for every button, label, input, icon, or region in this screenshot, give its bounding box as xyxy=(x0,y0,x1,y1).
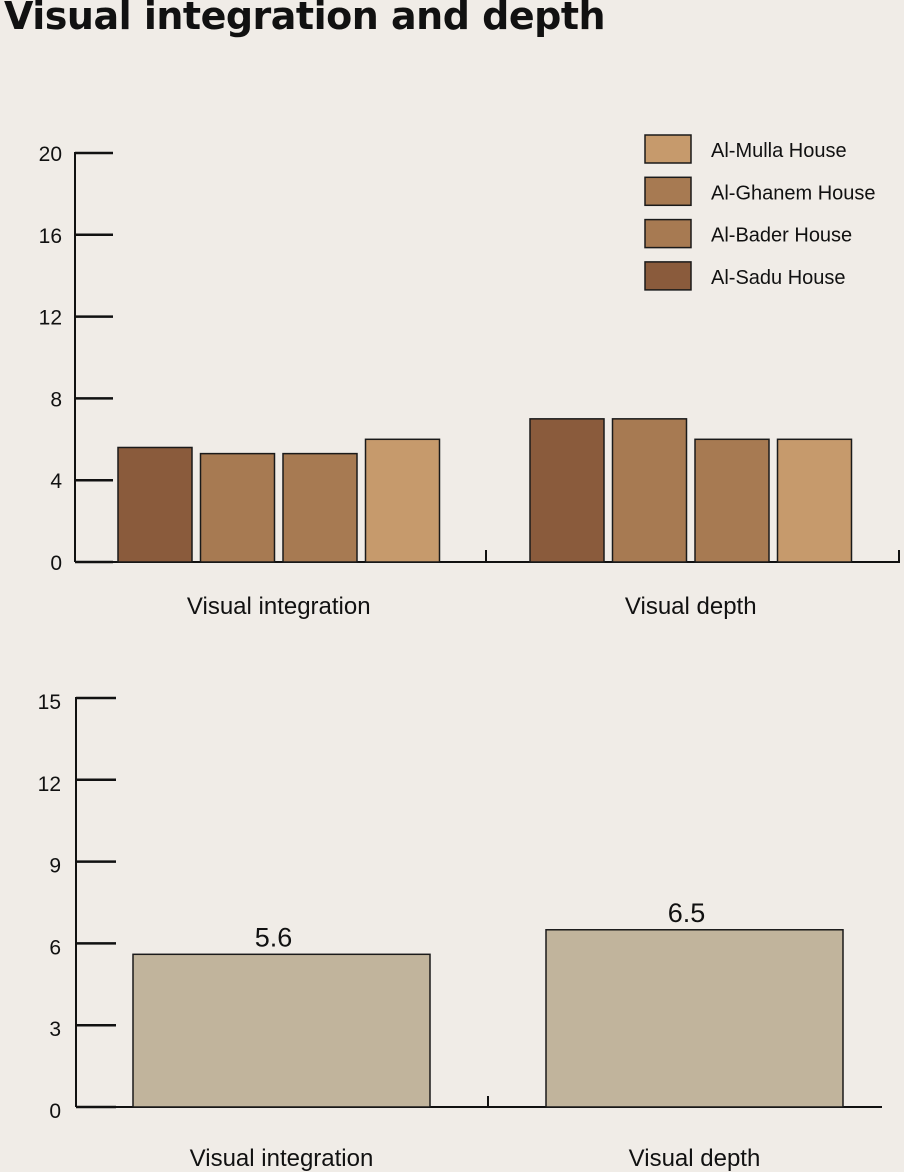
y-tick-label: 0 xyxy=(50,552,62,575)
legend-label: Al-Ghanem House xyxy=(711,182,876,204)
y-tick-label: 0 xyxy=(49,1100,61,1123)
bar xyxy=(545,929,844,1108)
legend-swatch xyxy=(644,261,692,291)
y-tick-label: 12 xyxy=(38,773,61,796)
data-label: 5.6 xyxy=(255,922,293,952)
y-tick-label: 8 xyxy=(50,388,62,411)
legend-swatch xyxy=(644,176,692,207)
legend-label: Al-Mulla House xyxy=(711,140,847,162)
page-title: Visual integration and depth xyxy=(4,0,606,38)
bar xyxy=(199,452,276,563)
legend-label: Al-Sadu House xyxy=(711,267,846,289)
data-label: 6.5 xyxy=(668,898,706,928)
bar xyxy=(776,438,853,563)
y-tick-label: 4 xyxy=(50,470,62,493)
y-tick-label: 20 xyxy=(39,143,62,166)
bar xyxy=(694,438,770,563)
x-category-label: Visual integration xyxy=(187,593,371,620)
bar xyxy=(529,418,605,563)
x-category-label: Visual integration xyxy=(190,1145,374,1172)
y-tick-label: 9 xyxy=(49,855,61,878)
y-tick-label: 3 xyxy=(49,1018,61,1041)
bar xyxy=(611,418,688,563)
bar xyxy=(364,438,441,563)
y-tick-label: 16 xyxy=(39,225,62,248)
y-tick-label: 15 xyxy=(38,691,61,714)
x-category-label: Visual depth xyxy=(625,593,757,620)
x-category-label: Visual depth xyxy=(629,1145,761,1172)
legend-swatch xyxy=(644,134,692,164)
bar xyxy=(282,452,358,563)
bar xyxy=(117,446,193,563)
legend-swatch xyxy=(644,218,692,249)
grouped-bar-chart: 0 4 8 12 16 20 Visual integration Visual depth A… xyxy=(39,134,900,620)
y-tick-label: 12 xyxy=(39,307,62,330)
y-tick-label: 6 xyxy=(49,936,61,959)
legend-label: Al-Bader House xyxy=(711,225,852,247)
bar xyxy=(132,953,431,1108)
